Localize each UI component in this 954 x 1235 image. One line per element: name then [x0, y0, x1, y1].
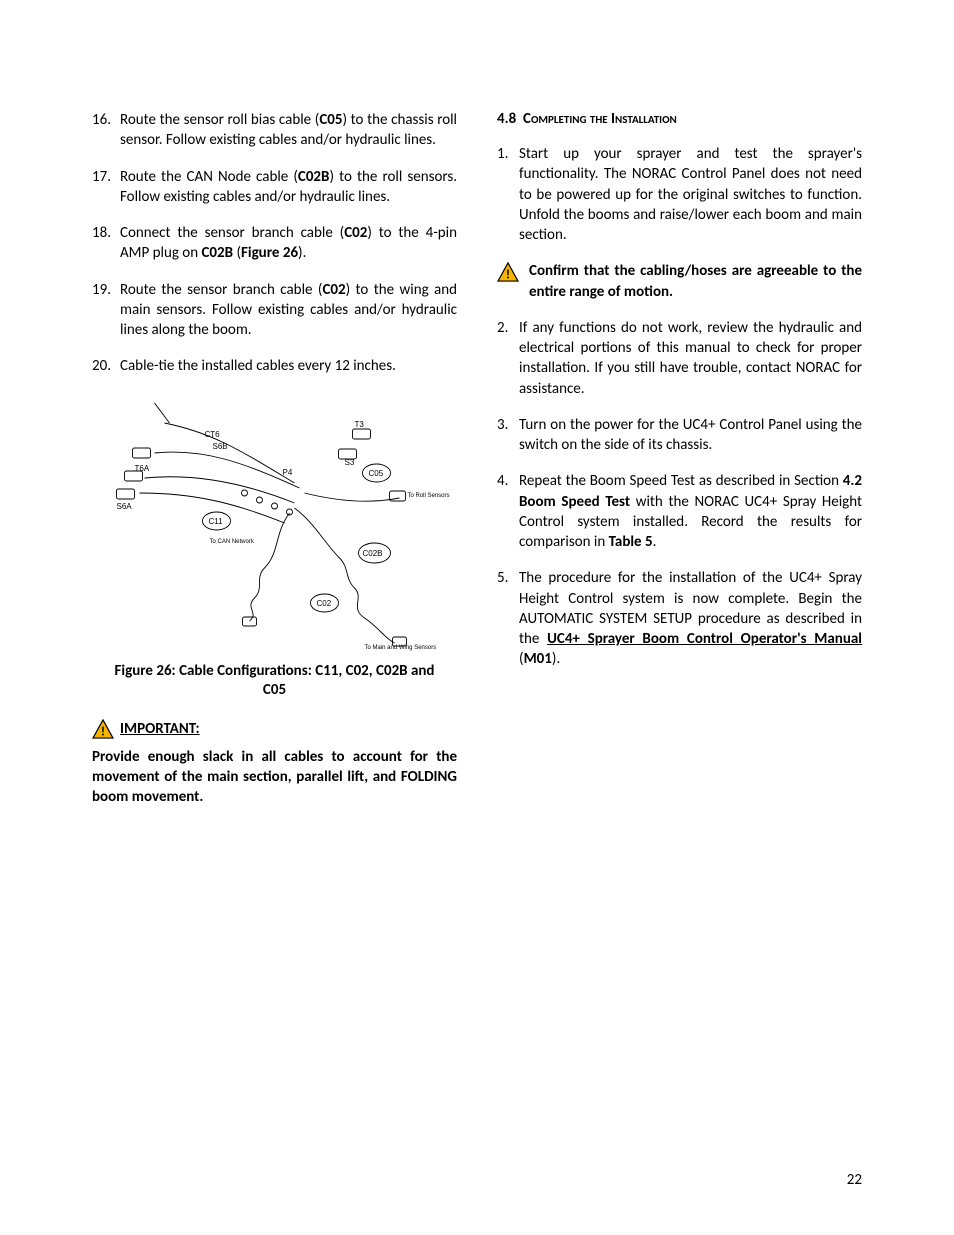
step-number: 16.: [92, 110, 120, 151]
step-text: Route the sensor branch cable (C02) to t…: [120, 280, 457, 341]
diagram-label: S6B: [213, 442, 228, 451]
diagram-label: C11: [209, 517, 224, 526]
inline-warning: ! Confirm that the cabling/hoses are agr…: [497, 261, 862, 302]
step-number: 20.: [92, 356, 120, 376]
left-steps-list: 16. Route the sensor roll bias cable (C0…: [92, 110, 457, 377]
step-text: Connect the sensor branch cable (C02) to…: [120, 223, 457, 264]
page-number: 22: [847, 1171, 862, 1189]
step-2: 2. If any functions do not work, review …: [497, 318, 862, 399]
step-text: Repeat the Boom Speed Test as described …: [519, 471, 862, 552]
step-number: 3.: [497, 415, 519, 456]
step-text: If any functions do not work, review the…: [519, 318, 862, 399]
section-number: 4.8: [497, 110, 516, 128]
step-4: 4. Repeat the Boom Speed Test as describ…: [497, 471, 862, 552]
important-heading-row: ! IMPORTANT:: [92, 719, 457, 739]
step-number: 4.: [497, 471, 519, 552]
diagram-label: C05: [369, 469, 384, 478]
right-steps-list-cont: 2. If any functions do not work, review …: [497, 318, 862, 670]
step-text: Route the sensor roll bias cable (C05) t…: [120, 110, 457, 151]
warning-triangle-icon: !: [497, 261, 519, 302]
step-18: 18. Connect the sensor branch cable (C02…: [92, 223, 457, 264]
step-20: 20. Cable-tie the installed cables every…: [92, 356, 457, 376]
step-text: The procedure for the installation of th…: [519, 568, 862, 669]
step-text: Route the CAN Node cable (C02B) to the r…: [120, 167, 457, 208]
diagram-label: C02: [317, 599, 332, 608]
important-label: IMPORTANT:: [120, 720, 200, 738]
svg-text:!: !: [101, 724, 105, 739]
section-title: Completing the Installation: [523, 110, 677, 128]
diagram-label: S6A: [117, 502, 133, 511]
section-heading: 4.8 Completing the Installation: [497, 110, 862, 128]
diagram-label: To CAN Network: [210, 539, 255, 545]
manual-link[interactable]: UC4+ Sprayer Boom Control Operator's Man…: [547, 630, 862, 648]
step-text: Turn on the power for the UC4+ Control P…: [519, 415, 862, 456]
diagram-label: T3: [355, 420, 365, 429]
right-column: 4.8 Completing the Installation 1. Start…: [497, 110, 862, 807]
diagram-label: P4: [283, 468, 293, 477]
diagram-label: CT6: [205, 430, 221, 439]
warning-text: Confirm that the cabling/hoses are agree…: [529, 261, 862, 302]
step-number: 18.: [92, 223, 120, 264]
svg-text:!: !: [506, 268, 510, 283]
step-number: 2.: [497, 318, 519, 399]
step-number: 1.: [497, 144, 519, 245]
diagram-label: To Main and Wing Sensors: [365, 645, 437, 651]
figure-26: CT6 S6B T6A S6A T3 S3 P4 C11 C05 C02B C0…: [92, 393, 457, 701]
figure-caption: Figure 26: Cable Configurations: C11, C0…: [92, 662, 457, 701]
step-text: Start up your sprayer and test the spray…: [519, 144, 862, 245]
step-text: Cable-tie the installed cables every 12 …: [120, 356, 457, 376]
step-number: 19.: [92, 280, 120, 341]
diagram-label: S3: [345, 458, 355, 467]
step-1: 1. Start up your sprayer and test the sp…: [497, 144, 862, 245]
diagram-label: T6A: [135, 464, 150, 473]
step-17: 17. Route the CAN Node cable (C02B) to t…: [92, 167, 457, 208]
step-19: 19. Route the sensor branch cable (C02) …: [92, 280, 457, 341]
step-number: 5.: [497, 568, 519, 669]
important-text: Provide enough slack in all cables to ac…: [92, 747, 457, 808]
left-column: 16. Route the sensor roll bias cable (C0…: [92, 110, 457, 807]
diagram-label: To Roll Sensors: [408, 493, 450, 499]
step-16: 16. Route the sensor roll bias cable (C0…: [92, 110, 457, 151]
step-5: 5. The procedure for the installation of…: [497, 568, 862, 669]
warning-triangle-icon: !: [92, 719, 114, 739]
right-steps-list: 1. Start up your sprayer and test the sp…: [497, 144, 862, 245]
cable-diagram-svg: CT6 S6B T6A S6A T3 S3 P4 C11 C05 C02B C0…: [92, 393, 457, 653]
step-3: 3. Turn on the power for the UC4+ Contro…: [497, 415, 862, 456]
step-number: 17.: [92, 167, 120, 208]
diagram-label: C02B: [363, 549, 383, 558]
